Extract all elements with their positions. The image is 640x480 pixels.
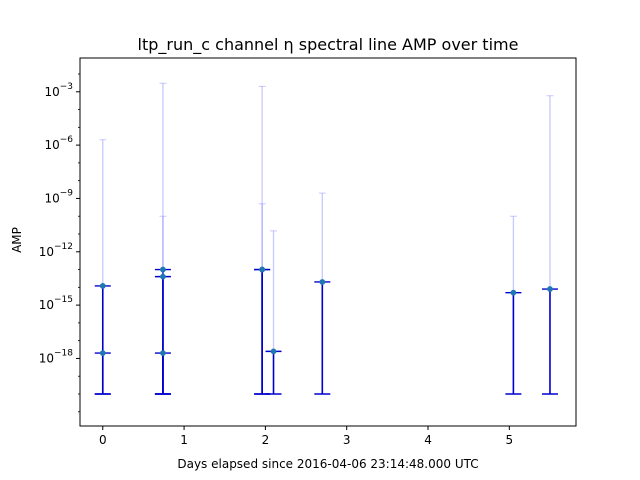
data-point (160, 350, 166, 356)
data-point (160, 266, 166, 273)
data-point (270, 348, 277, 355)
chart-title: ltp_run_c channel η spectral line AMP ov… (138, 35, 519, 55)
x-tick-label: 5 (506, 433, 514, 447)
x-tick-label: 1 (180, 433, 188, 447)
plot-area: 0 1 2 3 4 5 10−18 10−15 10−12 10−9 10−6 10−3 (39, 57, 577, 447)
data-point (99, 350, 106, 356)
y-tick-label: 10−3 (44, 82, 73, 99)
x-tick-label: 3 (343, 433, 351, 447)
y-tick-label: 10−9 (44, 188, 73, 205)
data-point (510, 289, 517, 296)
data-point (259, 266, 266, 273)
y-tick-label: 10−15 (39, 295, 73, 312)
x-tick-label: 4 (424, 433, 432, 447)
data-point (99, 283, 106, 289)
data-point (319, 279, 326, 285)
axes-frame (79, 57, 577, 427)
y-axis-label: AMP (10, 227, 24, 253)
y-tick-label: 10−12 (39, 242, 73, 259)
data-point (547, 286, 553, 292)
data-point (160, 273, 166, 280)
x-tick-label: 2 (262, 433, 270, 447)
x-tick-label: 0 (99, 433, 107, 447)
x-axis-label: Days elapsed since 2016-04-06 23:14:48.0… (177, 457, 478, 471)
y-tick-label: 10−18 (39, 348, 74, 365)
y-tick-label: 10−6 (44, 135, 73, 152)
